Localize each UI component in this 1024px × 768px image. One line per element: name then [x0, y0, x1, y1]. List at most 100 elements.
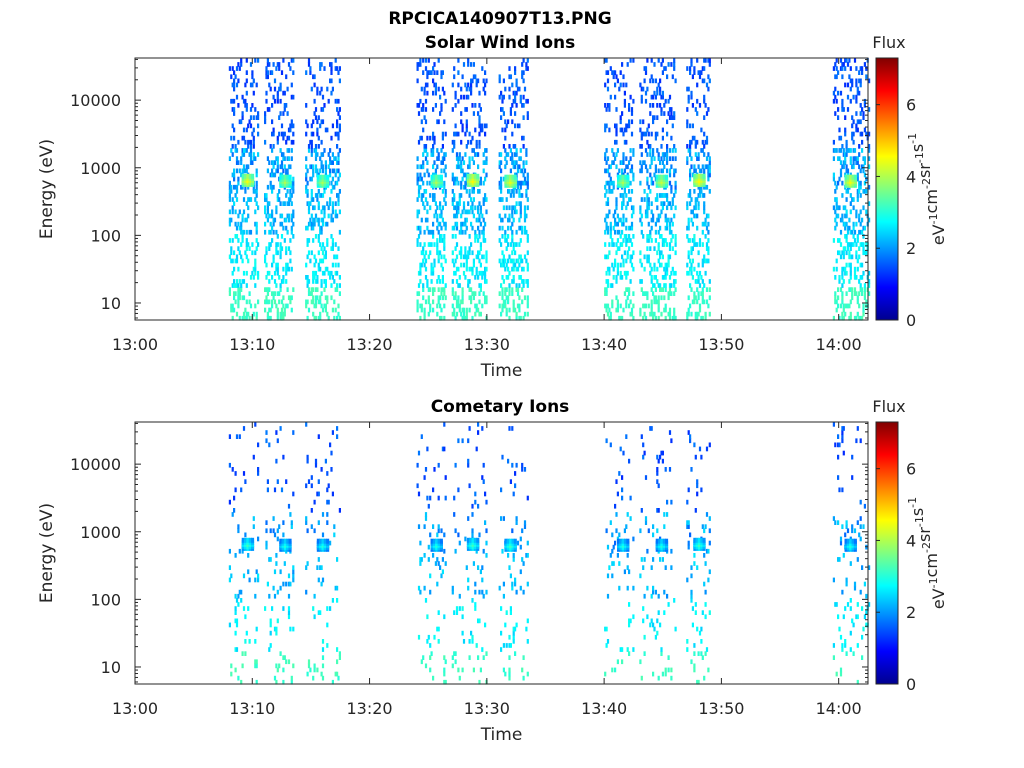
heatmap-cell — [432, 107, 435, 112]
heatmap-cell — [254, 266, 257, 272]
heatmap-cell — [323, 66, 326, 71]
heatmap-cell — [285, 74, 288, 80]
heatmap-cell — [471, 512, 474, 517]
heatmap-cell — [305, 176, 308, 182]
heatmap-cell — [690, 139, 693, 145]
heatmap-cell — [853, 270, 857, 276]
heatmap-cell — [674, 168, 677, 174]
heatmap-cell — [640, 213, 643, 219]
heatmap-cell — [482, 655, 485, 660]
heatmap-cell — [306, 168, 309, 174]
heatmap-cell — [674, 250, 677, 256]
heatmap-cell — [661, 160, 664, 165]
heatmap-cell — [841, 647, 844, 652]
heatmap-cell — [426, 279, 429, 284]
heatmap-cell — [525, 66, 528, 71]
heatmap-cell — [858, 315, 861, 321]
heatmap-cell — [248, 152, 251, 157]
heatmap-cell — [436, 156, 439, 161]
heatmap-cell — [664, 213, 667, 219]
heatmap-cell — [664, 303, 667, 309]
heatmap-cell — [482, 593, 485, 599]
heatmap-cell — [338, 651, 341, 656]
heatmap-cell — [477, 422, 480, 427]
heatmap-cell — [509, 610, 512, 615]
heatmap-cell — [838, 135, 841, 141]
heatmap-cell — [278, 275, 281, 280]
heatmap-cell — [433, 160, 436, 165]
heatmap-cell — [625, 234, 628, 239]
heatmap-cell — [257, 577, 260, 583]
heatmap-cell — [235, 189, 239, 194]
heatmap-cell — [285, 103, 288, 108]
heatmap-cell — [312, 675, 315, 681]
heatmap-cell — [331, 217, 334, 223]
heatmap-cell — [863, 62, 866, 67]
heatmap-cell — [519, 213, 522, 219]
heatmap-cell — [519, 193, 522, 198]
heatmap-cell — [521, 557, 524, 562]
heatmap-cell — [457, 98, 460, 104]
heatmap-cell — [254, 639, 257, 644]
heatmap-cell — [660, 62, 663, 67]
heatmap-cell — [852, 131, 855, 137]
heatmap-cell — [693, 234, 696, 239]
heatmap-cell — [255, 663, 258, 669]
heatmap-cell — [282, 315, 285, 321]
heatmap-cell — [861, 634, 864, 640]
heatmap-cell — [247, 569, 250, 575]
heatmap-cell — [689, 66, 692, 71]
peak-cell — [660, 174, 664, 180]
heatmap-cell — [689, 172, 692, 178]
heatmap-cell — [245, 283, 248, 288]
heatmap-cell — [671, 74, 674, 80]
heatmap-cell — [276, 98, 279, 104]
heatmap-cell — [701, 78, 704, 84]
peak-cell — [286, 538, 290, 544]
heatmap-cell — [852, 156, 855, 161]
heatmap-cell — [859, 180, 862, 186]
heatmap-cell — [422, 201, 425, 206]
x-tick-label: 13:10 — [229, 699, 275, 718]
heatmap-cell — [320, 467, 323, 472]
heatmap-cell — [673, 291, 676, 296]
heatmap-cell — [664, 565, 667, 570]
heatmap-cell — [642, 160, 645, 165]
heatmap-cell — [424, 107, 428, 112]
heatmap-cell — [622, 262, 625, 268]
heatmap-cell — [266, 156, 269, 161]
heatmap-cell — [228, 434, 231, 439]
heatmap-cell — [416, 66, 419, 71]
heatmap-cell — [427, 544, 430, 550]
heatmap-cell — [660, 193, 663, 198]
heatmap-cell — [423, 585, 426, 591]
heatmap-cell — [841, 180, 844, 186]
heatmap-cell — [272, 217, 275, 223]
heatmap-cell — [518, 262, 521, 268]
heatmap-cell — [234, 630, 237, 636]
heatmap-cell — [659, 557, 662, 562]
heatmap-cell — [306, 123, 309, 129]
heatmap-cell — [432, 131, 435, 137]
heatmap-cell — [329, 201, 332, 206]
heatmap-cell — [862, 111, 865, 116]
heatmap-cell — [461, 209, 464, 215]
heatmap-cell — [417, 491, 421, 497]
heatmap-cell — [707, 58, 710, 63]
heatmap-cell — [439, 295, 442, 301]
heatmap-cell — [427, 295, 430, 301]
heatmap-cell — [317, 217, 320, 223]
heatmap-cell — [708, 62, 711, 67]
heatmap-cell — [478, 291, 481, 296]
heatmap-cell — [512, 189, 515, 194]
heatmap-cell — [834, 111, 837, 116]
heatmap-cell — [257, 573, 260, 579]
heatmap-cell — [507, 217, 510, 223]
heatmap-cell — [321, 512, 325, 517]
heatmap-cell — [512, 557, 515, 562]
heatmap-cell — [317, 238, 320, 243]
heatmap-cell — [630, 221, 634, 227]
heatmap-cell — [852, 205, 855, 211]
heatmap-cell — [330, 234, 333, 239]
heatmap-cell — [632, 58, 635, 63]
